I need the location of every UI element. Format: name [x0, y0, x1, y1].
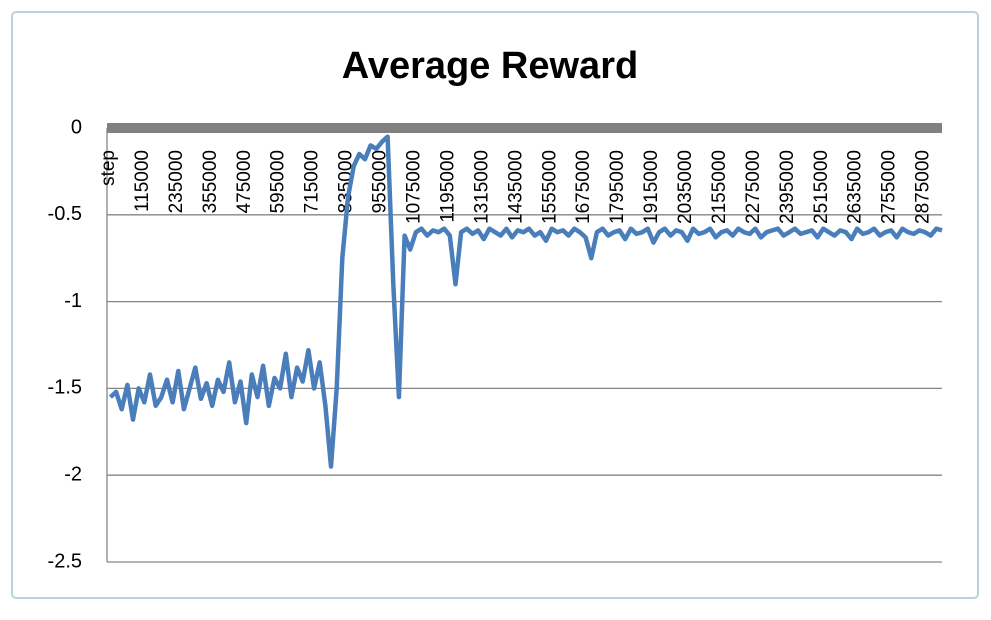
x-tick-label: 715000 — [302, 150, 323, 213]
y-tick-label: 0 — [71, 116, 82, 138]
x-tick-label: 475000 — [234, 150, 255, 213]
x-tick-label: 2275000 — [743, 150, 764, 224]
x-tick-label: 1555000 — [539, 150, 560, 224]
y-tick-label: -1.5 — [48, 377, 82, 399]
x-tick-label: 835000 — [336, 150, 357, 213]
x-tick-label: 2875000 — [913, 150, 934, 224]
x-tick-label: 235000 — [166, 150, 187, 213]
x-tick-label: 1315000 — [471, 150, 492, 224]
x-tick-label: 1915000 — [641, 150, 662, 224]
y-tick-label: -0.5 — [48, 203, 82, 225]
x-tick-label: 1195000 — [437, 150, 458, 223]
x-tick-label: 1075000 — [403, 150, 424, 224]
x-tick-label: 2515000 — [811, 150, 832, 224]
x-tick-label: 955000 — [370, 150, 391, 213]
data-line — [108, 134, 943, 469]
x-tick-label: 2755000 — [879, 150, 900, 224]
x-tick-label: 2635000 — [845, 150, 866, 224]
x-tick-label: 2395000 — [777, 150, 798, 224]
x-tick-label: 1435000 — [505, 150, 526, 224]
x-tick-label: 2155000 — [709, 150, 730, 224]
y-tick-label: -2.5 — [48, 550, 82, 572]
x-tick-label: 1795000 — [607, 150, 628, 224]
x-tick-label: 355000 — [200, 150, 221, 213]
y-tick-label: -2 — [64, 463, 82, 485]
chart-title: Average Reward — [342, 45, 638, 87]
x-tick-label: 2035000 — [675, 150, 696, 224]
x-tick-label: 1675000 — [573, 150, 594, 224]
y-tick-label: -1 — [64, 290, 82, 312]
x-tick-label: 595000 — [268, 150, 289, 213]
x-tick-label: 115000 — [132, 150, 153, 212]
chart-frame — [11, 11, 979, 599]
x-tick-label: step — [98, 150, 119, 186]
